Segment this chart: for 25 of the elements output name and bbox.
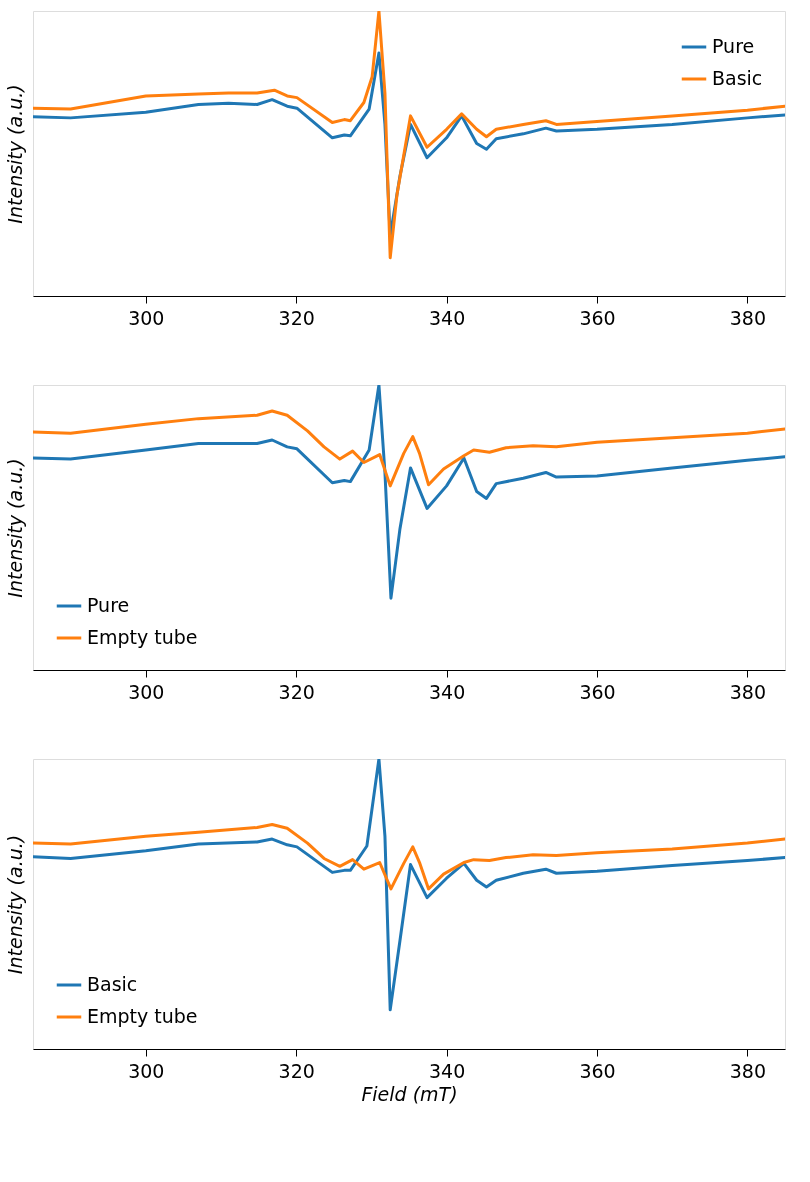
y-axis-title: Intensity (a.u.) bbox=[3, 84, 26, 224]
legend-label: Pure bbox=[712, 35, 755, 57]
x-tick-label: 340 bbox=[428, 1059, 466, 1082]
x-tick-label: 360 bbox=[579, 306, 616, 329]
x-tick-label: 380 bbox=[729, 1059, 767, 1082]
x-tick-label: 300 bbox=[128, 680, 165, 703]
y-axis-title: Intensity (a.u.) bbox=[3, 834, 26, 975]
x-tick-label: 300 bbox=[128, 306, 165, 329]
x-tick-label: 380 bbox=[729, 680, 767, 703]
x-axis-title: Field (mT) bbox=[361, 1082, 458, 1105]
legend-label: Pure bbox=[87, 594, 130, 616]
legend-label: Empty tube bbox=[87, 626, 198, 648]
x-tick-label: 340 bbox=[428, 306, 466, 329]
x-tick-label: 360 bbox=[579, 1059, 616, 1082]
y-axis-title: Intensity (a.u.) bbox=[3, 458, 26, 598]
x-tick-label: 320 bbox=[278, 306, 315, 329]
legend-label: Basic bbox=[87, 973, 138, 995]
x-tick-label: 340 bbox=[428, 680, 466, 703]
x-tick-label: 300 bbox=[128, 1059, 165, 1082]
x-tick-label: 380 bbox=[729, 306, 767, 329]
x-tick-label: 360 bbox=[579, 680, 616, 703]
legend-label: Empty tube bbox=[87, 1005, 198, 1027]
x-tick-label: 320 bbox=[278, 1059, 315, 1082]
legend-label: Basic bbox=[712, 67, 763, 89]
x-tick-label: 320 bbox=[278, 680, 315, 703]
